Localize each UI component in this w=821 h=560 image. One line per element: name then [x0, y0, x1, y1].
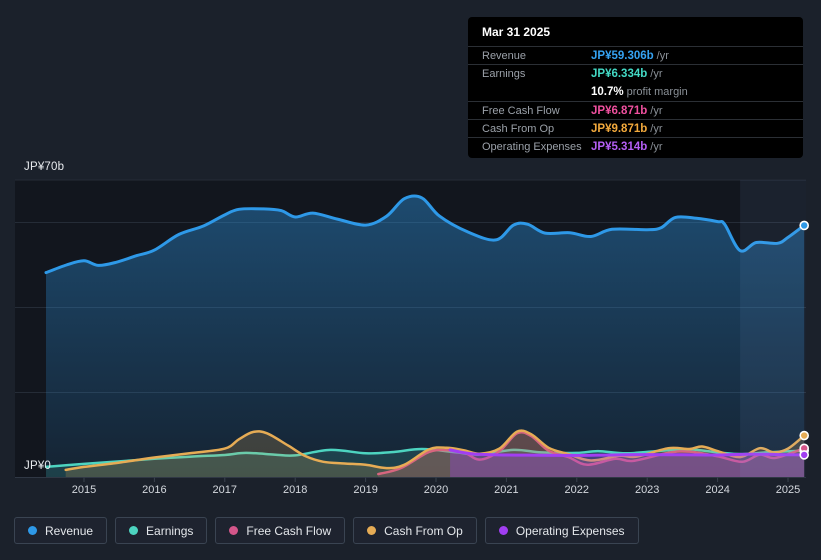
- operating-expenses-end-dot: [799, 450, 809, 460]
- tooltip-date: Mar 31 2025: [482, 25, 551, 39]
- legend-label: Earnings: [146, 523, 194, 538]
- legend-item-free-cash-flow[interactable]: Free Cash Flow: [215, 517, 346, 544]
- free-cash-flow-area: [378, 432, 805, 478]
- x-axis-label-2021: 2021: [494, 484, 519, 496]
- x-axis-label-2025: 2025: [775, 484, 801, 496]
- earnings-value: JP¥6.334b: [591, 67, 648, 80]
- revenue-legend-dot: [28, 526, 37, 535]
- x-axis-label-2017: 2017: [212, 484, 238, 496]
- x-axis-label-2019: 2019: [353, 484, 378, 496]
- legend-item-earnings[interactable]: Earnings: [115, 517, 208, 544]
- x-axis-label-2015: 2015: [71, 484, 97, 496]
- cash-from-op-line: [64, 429, 806, 472]
- cash-from-op-value: JP¥9.871b: [591, 122, 648, 135]
- earnings-legend-dot: [129, 526, 139, 535]
- operating-expenses-value: JP¥5.314b: [591, 140, 648, 153]
- legend-item-operating-expenses[interactable]: Operating Expenses: [484, 517, 639, 544]
- cash-from-op-area: [65, 430, 805, 478]
- legend-label: Cash From Op: [384, 523, 463, 538]
- legend-item-revenue[interactable]: Revenue: [14, 517, 108, 544]
- tooltip-row-profit-margin: 10.7% profit margin: [591, 85, 688, 98]
- revenue-value: JP¥59.306b: [591, 49, 654, 62]
- x-axis-label-2016: 2016: [142, 484, 167, 496]
- revenue-line: [44, 194, 806, 275]
- chart-legend: Revenue Earnings Free Cash Flow Cash From O…: [14, 517, 639, 544]
- free-cash-flow-legend-dot: [229, 526, 239, 535]
- operating-expenses-area: [450, 449, 805, 478]
- legend-label: Operating Expenses: [515, 523, 625, 538]
- revenue-area: [46, 196, 805, 478]
- x-axis-label-2022: 2022: [564, 484, 590, 496]
- x-axis-label-2024: 2024: [705, 484, 730, 496]
- y-axis-label-top: JP¥70b: [24, 161, 65, 173]
- legend-item-cash-from-op[interactable]: Cash From Op: [353, 517, 477, 544]
- chart-tooltip: Mar 31 2025 Revenue JP¥59.306b/yr Earnin…: [468, 17, 803, 158]
- tooltip-row-revenue: Revenue JP¥59.306b/yr: [468, 46, 803, 64]
- latest-period-highlight-band: [740, 180, 806, 478]
- free-cash-flow-value: JP¥6.871b: [591, 104, 648, 117]
- revenue-end-dot: [799, 220, 809, 231]
- legend-label: Revenue: [45, 523, 94, 538]
- cash-from-op-legend-dot: [367, 526, 377, 535]
- x-axis-label-2018: 2018: [282, 484, 308, 496]
- tooltip-row-free-cash-flow: Free Cash Flow JP¥6.871b/yr: [468, 101, 803, 119]
- tooltip-row-operating-expenses: Operating Expenses JP¥5.314b/yr: [468, 137, 803, 155]
- tooltip-row-earnings: Earnings JP¥6.334b/yr: [468, 64, 803, 82]
- operating-expenses-line: [448, 448, 806, 457]
- operating-expenses-legend-dot: [498, 526, 508, 535]
- profit-margin-value: 10.7%: [591, 85, 624, 98]
- cash-from-op-end-dot: [799, 430, 809, 441]
- x-axis-label-2020: 2020: [423, 484, 449, 496]
- tooltip-row-cash-from-op: Cash From Op JP¥9.871b/yr: [468, 119, 803, 137]
- legend-label: Free Cash Flow: [246, 523, 332, 538]
- x-axis-label-2023: 2023: [634, 484, 660, 496]
- y-axis-label-zero: JP¥0: [24, 460, 52, 472]
